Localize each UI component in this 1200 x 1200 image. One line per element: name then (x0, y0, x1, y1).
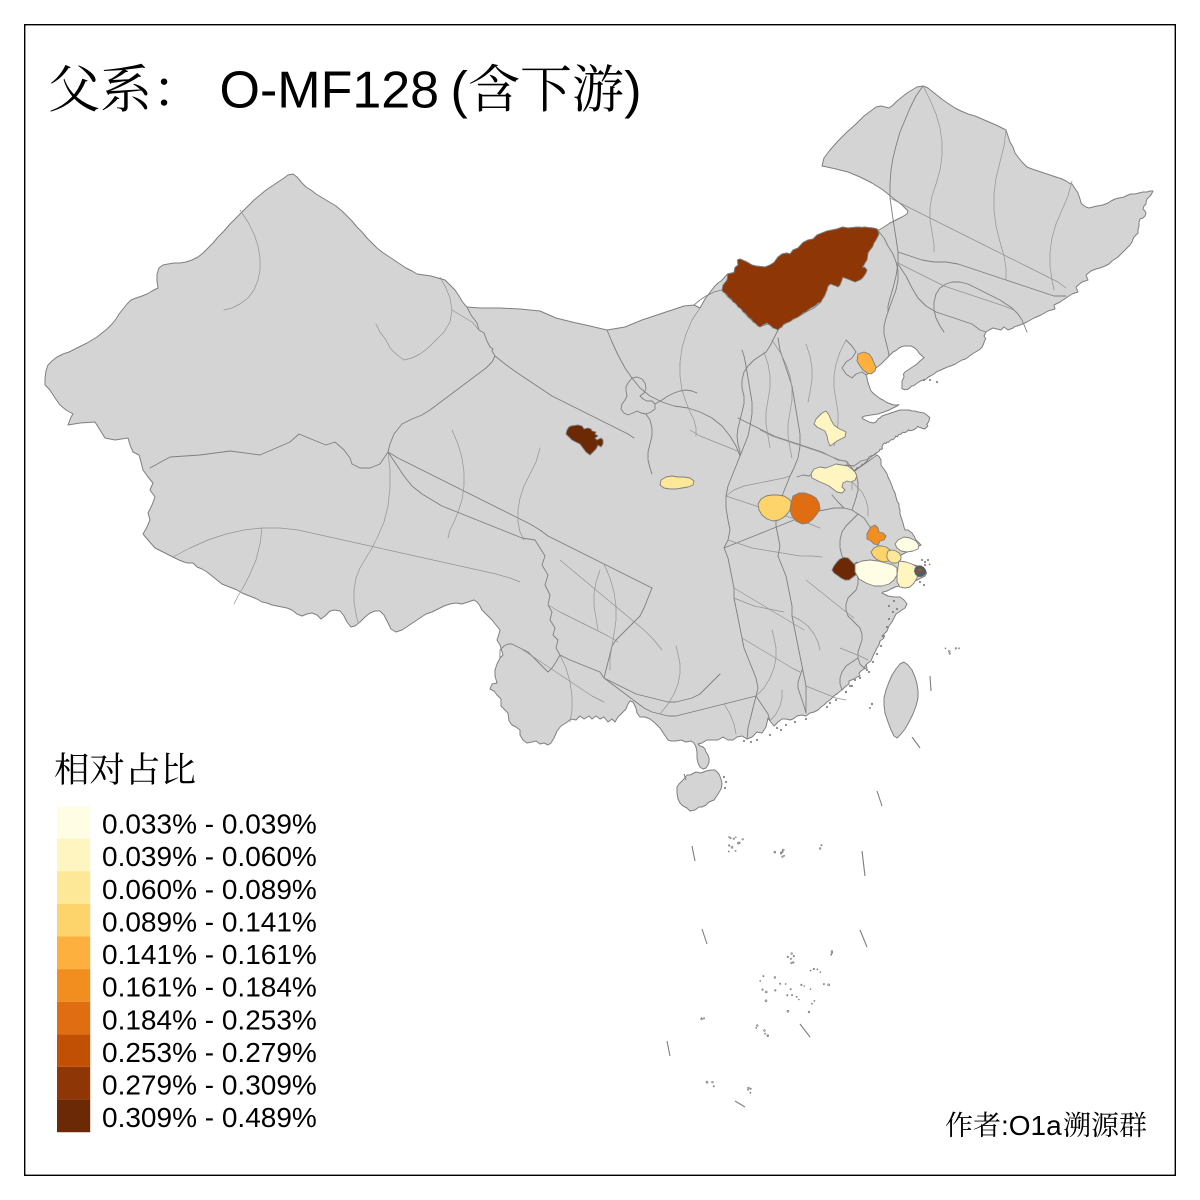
svg-text:): ) (624, 62, 641, 120)
svg-text::O1a: :O1a (1001, 1110, 1062, 1141)
svg-text:0.060% - 0.089%: 0.060% - 0.089% (102, 874, 317, 905)
svg-text:0.279% - 0.309%: 0.279% - 0.309% (102, 1070, 317, 1101)
svg-text:0.309% - 0.489%: 0.309% - 0.489% (102, 1102, 317, 1133)
svg-text:0.039% - 0.060%: 0.039% - 0.060% (102, 841, 317, 872)
svg-text:0.089% - 0.141%: 0.089% - 0.141% (102, 907, 317, 938)
svg-text:0.184% - 0.253%: 0.184% - 0.253% (102, 1004, 317, 1035)
svg-text:0.161% - 0.184%: 0.161% - 0.184% (102, 972, 317, 1003)
svg-text:O-MF128: O-MF128 (220, 62, 440, 120)
svg-text:0.033% - 0.039%: 0.033% - 0.039% (102, 809, 317, 840)
svg-text:(: ( (451, 62, 469, 120)
svg-text:0.253% - 0.279%: 0.253% - 0.279% (102, 1037, 317, 1068)
svg-text:0.141% - 0.161%: 0.141% - 0.161% (102, 939, 317, 970)
